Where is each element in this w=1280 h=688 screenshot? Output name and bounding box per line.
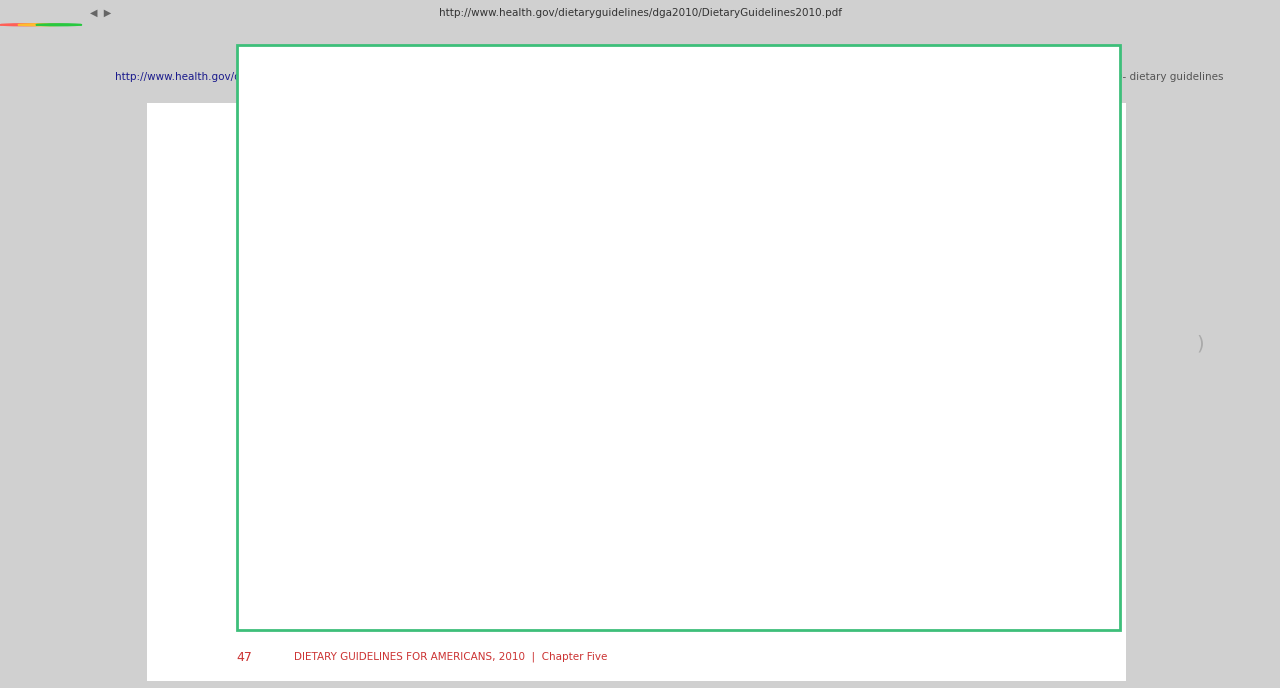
Bar	[435, 396, 692, 422]
Text: Milk fat: Milk fat	[672, 508, 708, 518]
Text: Baked chicken breast: Baked chicken breast	[534, 259, 640, 269]
Bar	[435, 272, 739, 298]
Text: ): )	[1197, 334, 1204, 354]
Bar	[435, 334, 634, 360]
Circle shape	[36, 24, 82, 25]
Bar	[666, 458, 815, 484]
Text: 173 total: 173 total	[824, 466, 874, 476]
Text: Added sugars: Added sugars	[662, 321, 730, 332]
Text: 117: 117	[552, 402, 576, 416]
Text: Beef fat: Beef fat	[877, 197, 916, 207]
Text: Unsweetened applesauce: Unsweetened applesauce	[488, 446, 613, 455]
Text: 147 total: 147 total	[767, 342, 817, 352]
Text: 83: 83	[518, 527, 535, 540]
X-axis label: Calories: Calories	[741, 595, 788, 608]
Text: 57: 57	[687, 341, 704, 354]
Bar	[840, 210, 954, 236]
Text: 66: 66	[682, 527, 699, 540]
Text: Breading and frying fat: Breading and frying fat	[800, 259, 914, 269]
Text: Corn flakes: Corn flakes	[507, 321, 562, 332]
Text: 47: 47	[237, 651, 252, 663]
Circle shape	[18, 24, 64, 25]
Bar	[435, 210, 840, 236]
Text: 141: 141	[835, 402, 859, 416]
Bar	[617, 520, 763, 546]
Text: http://www.health.gov/dietaryguidelines/dga2010/DietaryGuidelines2010.pdf: http://www.health.gov/dietaryguidelines/…	[439, 8, 841, 18]
Text: 105: 105	[539, 465, 563, 477]
Text: 68: 68	[732, 465, 749, 477]
Text: Forms and the Calories in Nutrient  Dense Forms of These Foods: Forms and the Calories in Nutrient Dense…	[256, 111, 740, 124]
Bar	[634, 334, 758, 360]
Legend: Calories in nutrient-dense form of the food, Additional calories in food as cons: Calories in nutrient-dense form of the f…	[552, 151, 1036, 169]
Text: Baked potato: Baked potato	[531, 384, 596, 394]
Text: 90: 90	[526, 341, 543, 354]
Text: 184: 184	[625, 216, 650, 229]
Text: FIGURE 5-2. Examples of the Calories in Food Choices That Are Not in Nutrient  D: FIGURE 5-2. Examples of the Calories in …	[256, 74, 899, 87]
Text: 149 total: 149 total	[772, 528, 822, 539]
Bar	[435, 520, 617, 546]
Text: Frying fat: Frying fat	[824, 384, 870, 394]
Circle shape	[0, 24, 46, 25]
Text: 108: 108	[845, 279, 869, 291]
Bar	[435, 458, 666, 484]
Text: 246 total: 246 total	[984, 280, 1034, 290]
Text: ◀  ▶: ◀ ▶	[90, 8, 111, 18]
Text: 138: 138	[575, 279, 599, 291]
Text: Q- dietary guidelines: Q- dietary guidelines	[1114, 72, 1224, 83]
Text: 236 total: 236 total	[963, 217, 1012, 228]
Text: Based on data from the U.S. Department of Agriculture, Agricultural Research Ser: Based on data from the U.S. Department o…	[250, 583, 890, 613]
Text: 52: 52	[888, 216, 905, 229]
Text: http://www.health.gov/dietaryguidelines/dga2010/DietaryGuidelines2010.pdf: http://www.health.gov/dietaryguidelines/…	[115, 72, 518, 83]
Text: 258 total: 258 total	[1011, 404, 1061, 414]
Text: Extra lean ground beef patty (90% lean): Extra lean ground beef patty (90% lean)	[539, 197, 736, 207]
Text: Added sugars: Added sugars	[707, 446, 774, 455]
Bar	[692, 396, 1002, 422]
Text: Fat-free milk: Fat-free milk	[495, 508, 558, 518]
Bar	[739, 272, 975, 298]
Text: DIETARY GUIDELINES FOR AMERICANS, 2010  |  Chapter Five: DIETARY GUIDELINES FOR AMERICANS, 2010 |…	[294, 652, 608, 663]
